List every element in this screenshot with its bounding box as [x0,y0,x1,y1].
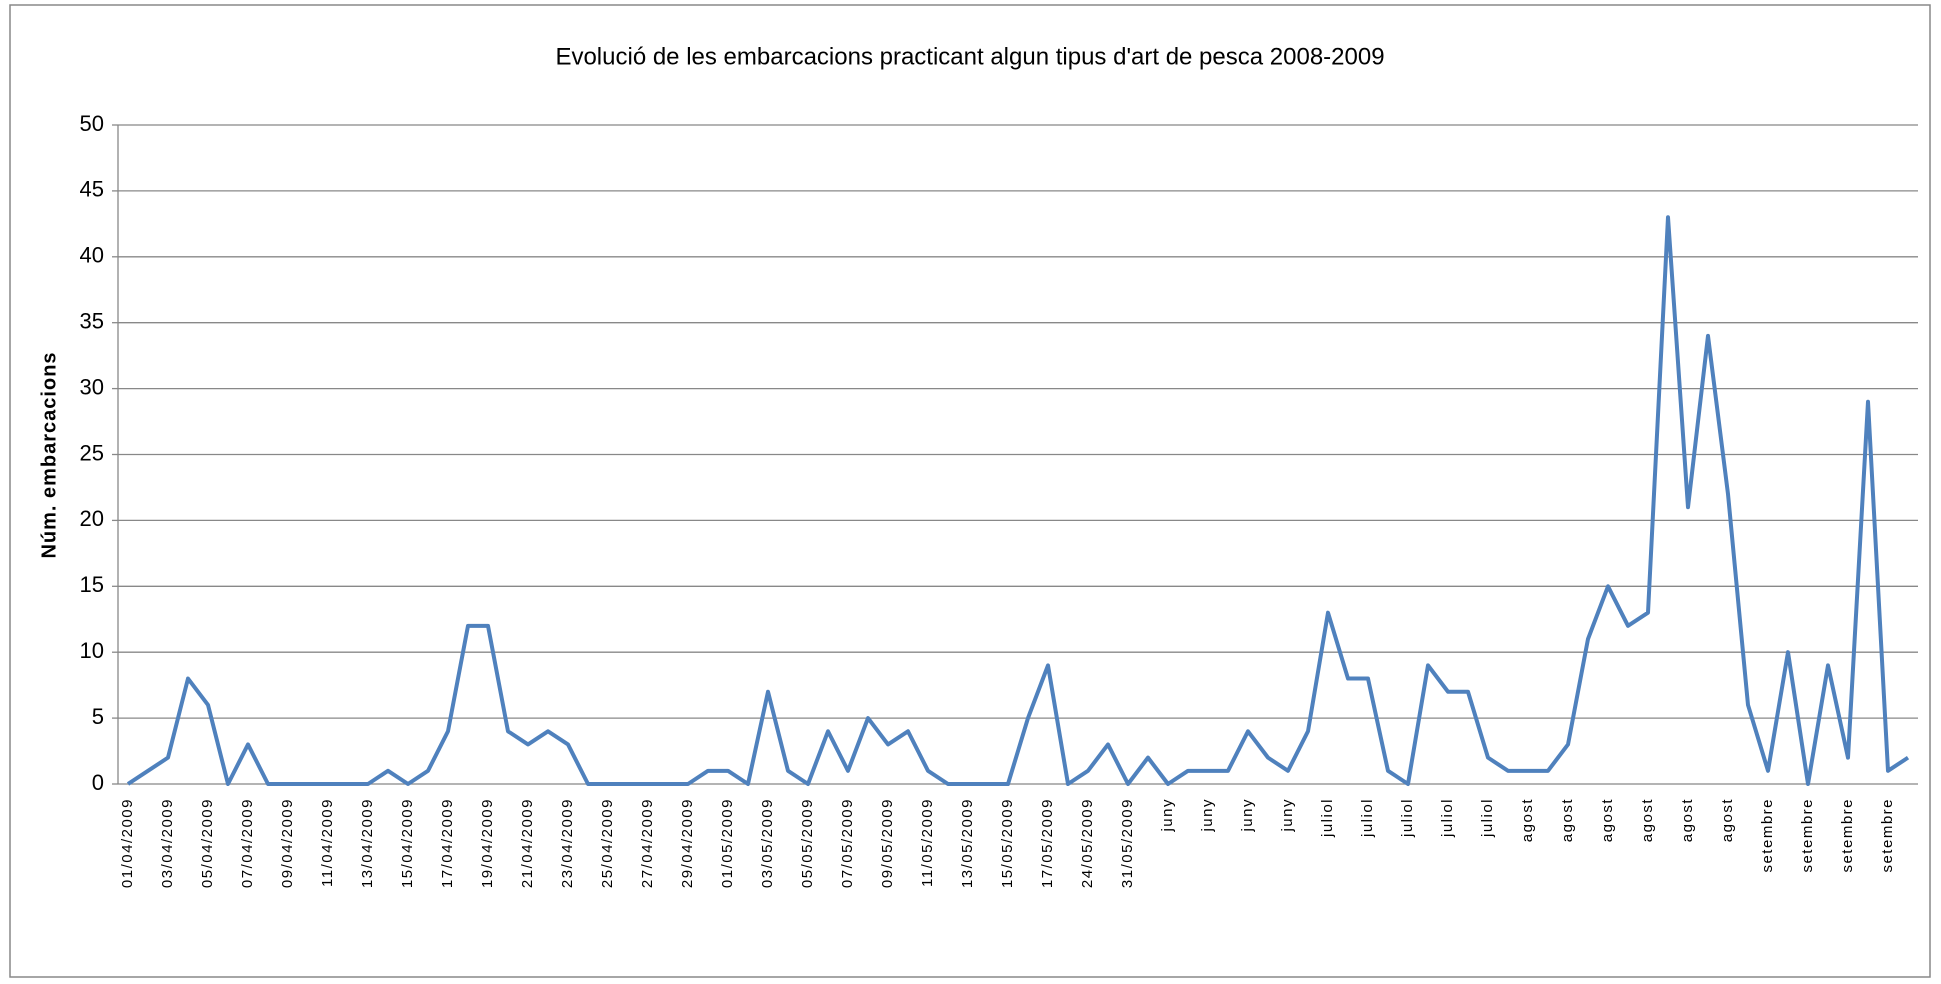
x-tick-label: agost [1519,798,1536,842]
x-tick-label: 17/05/2009 [1039,798,1056,888]
chart-frame [9,4,1931,978]
x-tick-label: setembre [1799,798,1816,873]
x-tick-label: agost [1719,798,1736,842]
y-tick-label: 0 [92,770,104,795]
x-tick-label: 29/04/2009 [679,798,696,888]
x-tick-label: 27/04/2009 [639,798,656,888]
x-tick-label: 21/04/2009 [519,798,536,888]
y-tick-label: 15 [80,572,104,597]
x-tick-label: juliol [1319,798,1336,838]
x-tick-label: juliol [1439,798,1456,838]
x-tick-label: 11/05/2009 [919,798,936,887]
x-tick-label: 24/05/2009 [1079,798,1096,888]
x-tick-label: 09/05/2009 [879,798,896,888]
data-line [126,215,1910,786]
x-tick-label: agost [1679,798,1696,842]
x-tick-label: 07/05/2009 [839,798,856,888]
x-tick-label: setembre [1759,798,1776,873]
x-tick-label: 03/04/2009 [159,798,176,888]
x-tick-label: juny [1279,798,1296,833]
x-tick-label: agost [1639,798,1656,842]
x-tick-label: juny [1239,798,1256,833]
x-tick-label: 19/04/2009 [479,798,496,888]
x-tick-label: 13/05/2009 [959,798,976,888]
x-tick-label: 01/04/2009 [119,798,136,888]
y-tick-label: 35 [80,309,104,334]
y-tick-label: 10 [80,638,104,663]
y-tick-label: 5 [92,704,104,729]
y-tick-label: 30 [80,374,104,399]
chart-title: Evolució de les embarcacions practicant … [555,43,1384,70]
x-tick-label: 23/04/2009 [559,798,576,888]
x-tick-label: 05/05/2009 [799,798,816,888]
x-tick-label: juny [1199,798,1216,833]
y-tick-label: 45 [80,177,104,202]
x-tick-label: 03/05/2009 [759,798,776,888]
x-tick-label: 17/04/2009 [439,798,456,888]
x-tick-label: juliol [1399,798,1416,838]
x-tick-label: 13/04/2009 [359,798,376,888]
x-tick-label: juny [1159,798,1176,833]
x-tick-label: 01/05/2009 [719,798,736,888]
x-tick-label: juliol [1479,798,1496,838]
x-tick-label: setembre [1879,798,1896,873]
y-tick-label: 50 [80,111,104,136]
x-tick-label: 15/04/2009 [399,798,416,888]
x-tick-label: agost [1599,798,1616,842]
y-tick-label: 20 [80,506,104,531]
x-tick-label: 25/04/2009 [599,798,616,888]
y-axis-label: Núm. embarcacions [38,351,60,558]
x-tick-label: agost [1559,798,1576,842]
y-tick-label: 25 [80,440,104,465]
x-tick-label: juliol [1359,798,1376,838]
x-tick-label: 11/04/2009 [319,798,336,887]
x-tick-label: 05/04/2009 [199,798,216,888]
x-tick-label: 31/05/2009 [1119,798,1136,888]
x-tick-label: setembre [1839,798,1856,873]
x-tick-label: 07/04/2009 [239,798,256,888]
x-tick-label: 15/05/2009 [999,798,1016,888]
y-tick-label: 40 [80,243,104,268]
x-tick-label: 09/04/2009 [279,798,296,888]
